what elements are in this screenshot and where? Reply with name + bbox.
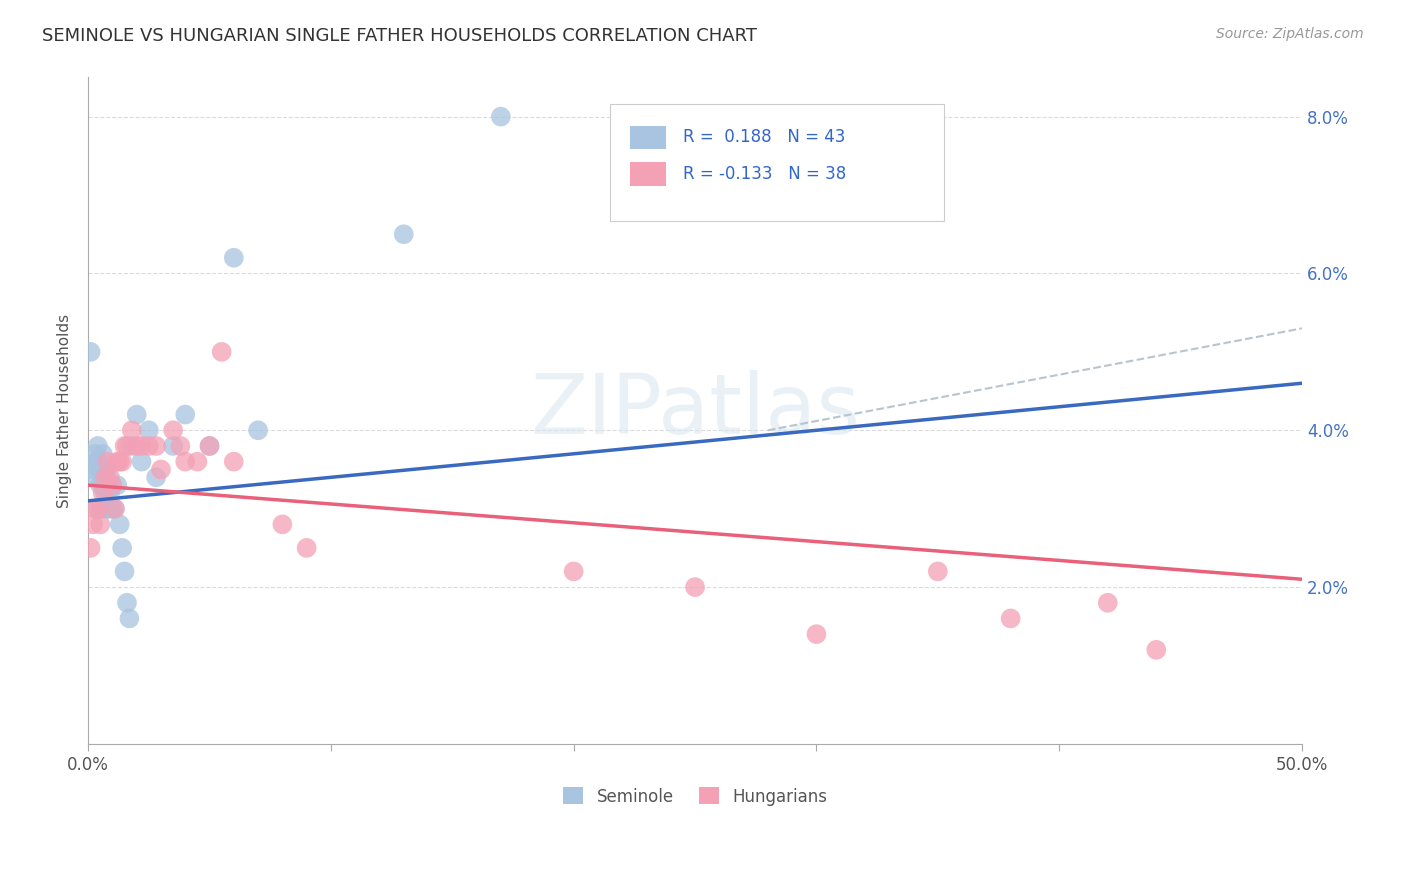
Point <box>98 501 121 516</box>
Point <box>82 517 104 532</box>
Point <box>97 478 120 492</box>
Y-axis label: Single Father Households: Single Father Households <box>58 314 72 508</box>
Point <box>121 423 143 437</box>
Point <box>174 408 197 422</box>
Legend: Seminole, Hungarians: Seminole, Hungarians <box>557 780 834 813</box>
Point <box>108 517 131 532</box>
Point <box>91 447 114 461</box>
Point <box>97 501 120 516</box>
Point <box>97 486 120 500</box>
Point <box>806 627 828 641</box>
Point <box>84 455 107 469</box>
Point <box>111 455 134 469</box>
Point <box>149 462 172 476</box>
Point <box>89 462 111 476</box>
Point <box>131 455 153 469</box>
Point <box>98 486 121 500</box>
Point <box>101 501 124 516</box>
Point <box>115 596 138 610</box>
Point <box>94 462 117 476</box>
Point <box>222 251 245 265</box>
Point <box>121 439 143 453</box>
Point <box>97 455 120 469</box>
Point <box>91 501 114 516</box>
Point <box>131 439 153 453</box>
FancyBboxPatch shape <box>630 126 666 149</box>
FancyBboxPatch shape <box>610 104 943 220</box>
Point <box>101 478 124 492</box>
Point <box>104 501 127 516</box>
Point <box>222 455 245 469</box>
Point <box>118 611 141 625</box>
Point <box>91 462 114 476</box>
Point <box>162 439 184 453</box>
Point <box>138 439 160 453</box>
Point <box>94 470 117 484</box>
Text: R =  0.188   N = 43: R = 0.188 N = 43 <box>683 128 845 146</box>
Point <box>89 501 111 516</box>
Point <box>91 478 114 492</box>
Point <box>295 541 318 555</box>
Point <box>98 470 121 484</box>
Point <box>89 517 111 532</box>
Point <box>87 501 110 516</box>
Point <box>87 455 110 469</box>
Point <box>125 408 148 422</box>
Point <box>104 501 127 516</box>
Point <box>114 439 136 453</box>
Point <box>114 565 136 579</box>
Point <box>84 470 107 484</box>
Point <box>145 470 167 484</box>
Point <box>1144 642 1167 657</box>
Point <box>927 565 949 579</box>
Point <box>562 565 585 579</box>
Point <box>211 344 233 359</box>
Point <box>84 501 107 516</box>
Point <box>1097 596 1119 610</box>
Point <box>271 517 294 532</box>
Text: Source: ZipAtlas.com: Source: ZipAtlas.com <box>1216 27 1364 41</box>
Point <box>105 478 128 492</box>
Text: ZIPatlas: ZIPatlas <box>530 370 860 451</box>
Point <box>1000 611 1022 625</box>
Point <box>145 439 167 453</box>
Text: SEMINOLE VS HUNGARIAN SINGLE FATHER HOUSEHOLDS CORRELATION CHART: SEMINOLE VS HUNGARIAN SINGLE FATHER HOUS… <box>42 27 758 45</box>
Point <box>89 478 111 492</box>
Point <box>138 423 160 437</box>
Point <box>489 110 512 124</box>
Point <box>198 439 221 453</box>
Point <box>174 455 197 469</box>
Point <box>162 423 184 437</box>
Point <box>186 455 208 469</box>
Point <box>111 541 134 555</box>
Point <box>392 227 415 242</box>
Point <box>125 439 148 453</box>
Point <box>87 439 110 453</box>
Point <box>82 462 104 476</box>
Point <box>115 439 138 453</box>
Point <box>84 447 107 461</box>
Point <box>169 439 191 453</box>
Point <box>247 423 270 437</box>
Point <box>105 455 128 469</box>
Point <box>79 344 101 359</box>
Point <box>79 541 101 555</box>
Text: R = -0.133   N = 38: R = -0.133 N = 38 <box>683 165 846 183</box>
FancyBboxPatch shape <box>630 162 666 186</box>
Point <box>94 486 117 500</box>
Point <box>108 455 131 469</box>
Point <box>101 478 124 492</box>
Point <box>683 580 706 594</box>
Point <box>91 486 114 500</box>
Point <box>198 439 221 453</box>
Point <box>97 462 120 476</box>
